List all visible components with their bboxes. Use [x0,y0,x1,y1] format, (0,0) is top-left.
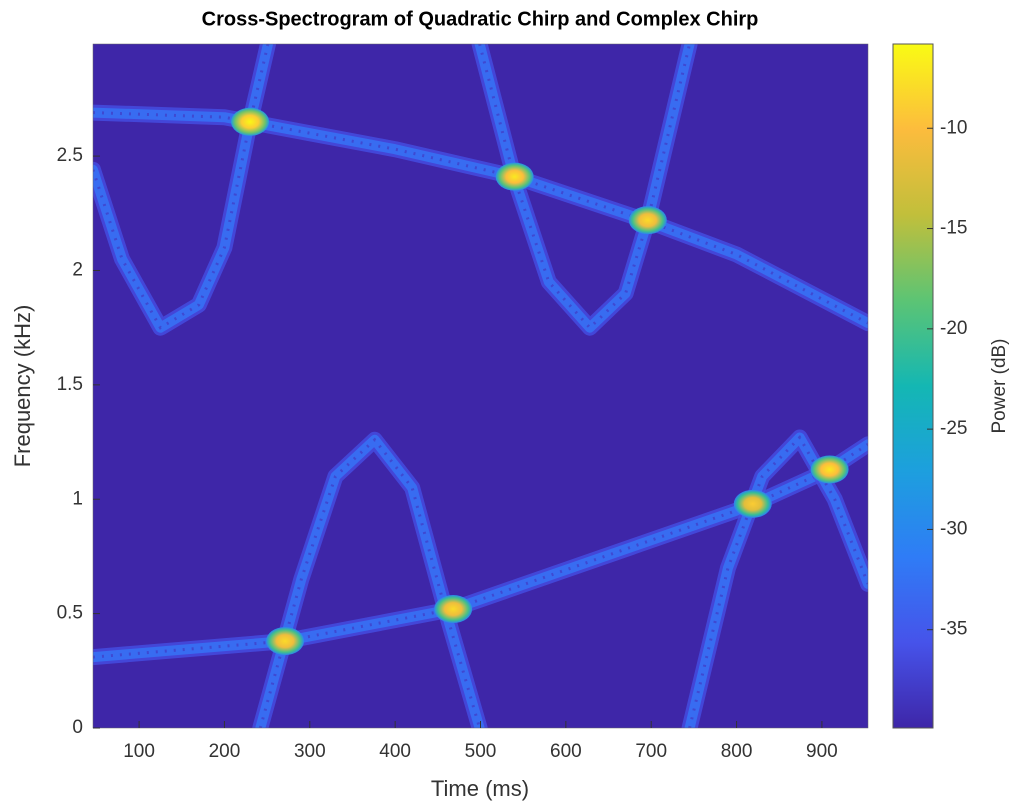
x-tick-label: 400 [379,741,411,762]
chart-title: Cross-Spectrogram of Quadratic Chirp and… [202,8,759,30]
colorbar-tick-label: -35 [940,619,967,640]
x-tick-label: 200 [209,741,241,762]
ridge-texture [688,435,868,728]
x-tick-label: 300 [294,741,326,762]
y-axis-label: Frequency (kHz) [10,305,35,468]
x-tick-label: 600 [550,741,582,762]
peak [434,595,473,624]
y-tick-label: 2.5 [57,145,83,166]
colorbar-tick-label: -20 [940,318,967,339]
peak [266,627,305,656]
peak [628,206,667,235]
y-tick-label: 1.5 [57,374,83,395]
colorbar-tick-label: -15 [940,218,967,239]
peak [733,489,772,518]
peak [810,455,849,484]
y-tick-label: 2 [72,259,83,280]
colorbar-tick-label: -10 [940,117,967,138]
y-tick-label: 1 [72,488,83,509]
x-tick-label: 900 [806,741,838,762]
y-tick-label: 0.5 [57,603,83,624]
x-tick-label: 800 [721,741,753,762]
ridge-texture [93,44,270,330]
x-axis-label: Time (ms) [431,776,529,801]
ridge-texture [258,437,482,728]
plot-area [93,44,868,728]
colorbar-label: Power (dB) [989,338,1010,433]
y-tick-label: 0 [72,717,83,738]
peak [495,162,534,191]
x-tick-label: 700 [635,741,667,762]
colorbar-tick-label: -30 [940,518,967,539]
x-tick-label: 500 [465,741,497,762]
background [93,44,868,728]
x-tick-label: 100 [123,741,155,762]
colorbar [892,43,934,729]
peak [231,107,270,136]
colorbar-tick-label: -25 [940,418,967,439]
